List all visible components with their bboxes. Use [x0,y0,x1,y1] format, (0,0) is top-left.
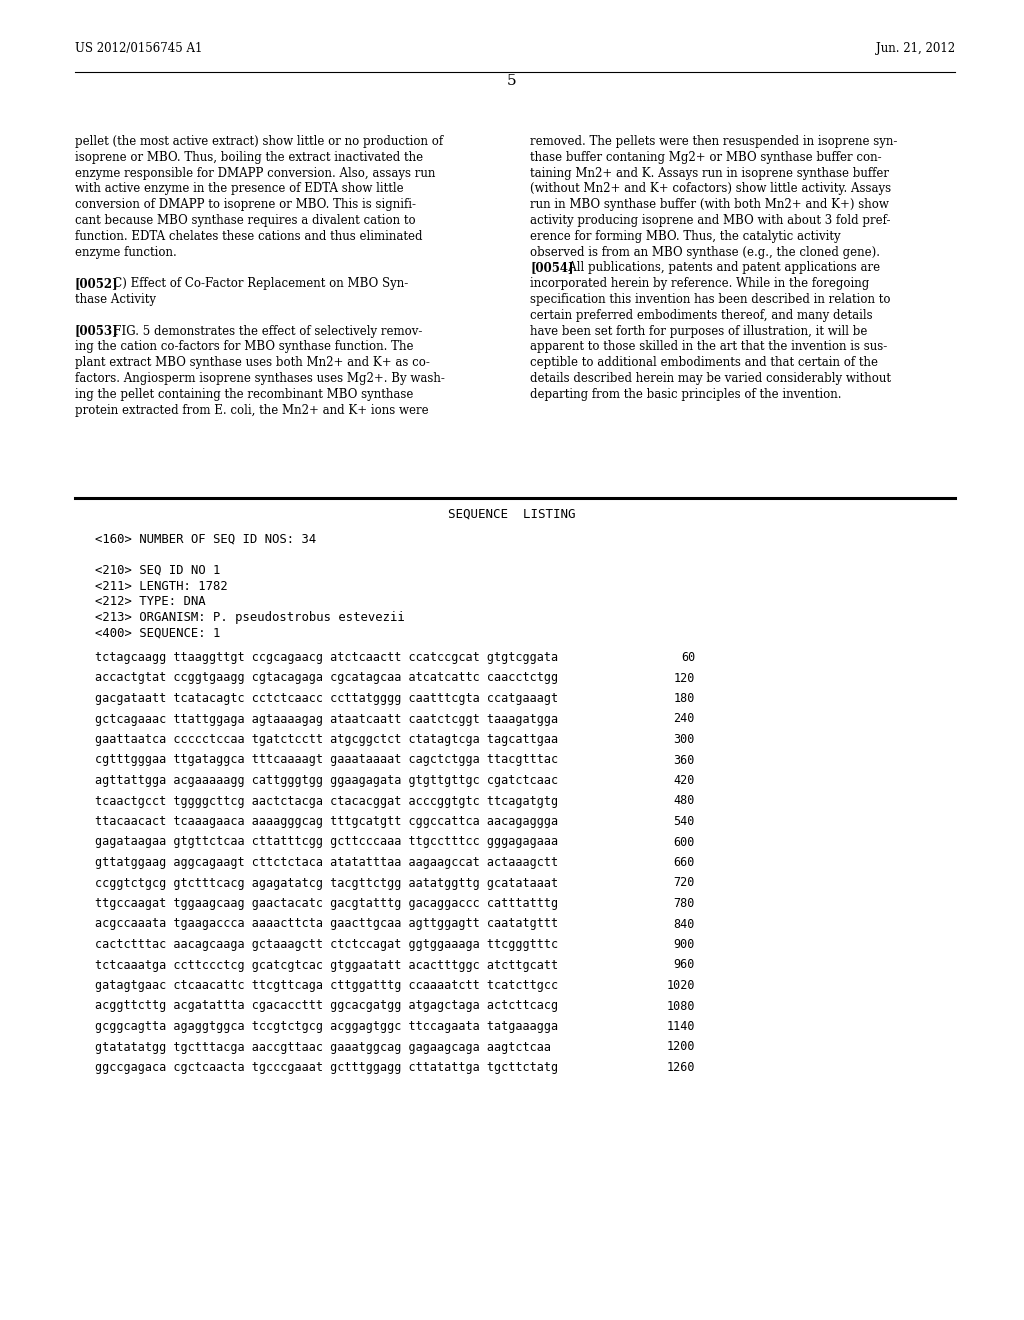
Text: 1020: 1020 [667,979,695,993]
Text: protein extracted from E. coli, the Mn2+ and K+ ions were: protein extracted from E. coli, the Mn2+… [75,404,429,417]
Text: ccggtctgcg gtctttcacg agagatatcg tacgttctgg aatatggttg gcatataaat: ccggtctgcg gtctttcacg agagatatcg tacgttc… [95,876,558,890]
Text: departing from the basic principles of the invention.: departing from the basic principles of t… [530,388,842,401]
Text: plant extract MBO synthase uses both Mn2+ and K+ as co-: plant extract MBO synthase uses both Mn2… [75,356,430,370]
Text: tctagcaagg ttaaggttgt ccgcagaacg atctcaactt ccatccgcat gtgtcggata: tctagcaagg ttaaggttgt ccgcagaacg atctcaa… [95,651,558,664]
Text: specification this invention has been described in relation to: specification this invention has been de… [530,293,891,306]
Text: factors. Angiosperm isoprene synthases uses Mg2+. By wash-: factors. Angiosperm isoprene synthases u… [75,372,444,385]
Text: gcggcagtta agaggtggca tccgtctgcg acggagtggc ttccagaata tatgaaagga: gcggcagtta agaggtggca tccgtctgcg acggagt… [95,1020,558,1034]
Text: 840: 840 [674,917,695,931]
Text: <160> NUMBER OF SEQ ID NOS: 34: <160> NUMBER OF SEQ ID NOS: 34 [95,533,316,546]
Text: agttattgga acgaaaaagg cattgggtgg ggaagagata gtgttgttgc cgatctcaac: agttattgga acgaaaaagg cattgggtgg ggaagag… [95,774,558,787]
Text: cant because MBO synthase requires a divalent cation to: cant because MBO synthase requires a div… [75,214,416,227]
Text: [0053]: [0053] [75,325,119,338]
Text: cactctttac aacagcaaga gctaaagctt ctctccagat ggtggaaaga ttcgggtttc: cactctttac aacagcaaga gctaaagctt ctctcca… [95,939,558,950]
Text: US 2012/0156745 A1: US 2012/0156745 A1 [75,42,203,55]
Text: <210> SEQ ID NO 1: <210> SEQ ID NO 1 [95,564,220,577]
Text: thase Activity: thase Activity [75,293,156,306]
Text: enzyme function.: enzyme function. [75,246,177,259]
Text: <211> LENGTH: 1782: <211> LENGTH: 1782 [95,579,227,593]
Text: ttacaacact tcaaagaaca aaaagggcag tttgcatgtt cggccattca aacagaggga: ttacaacact tcaaagaaca aaaagggcag tttgcat… [95,814,558,828]
Text: observed is from an MBO synthase (e.g., the cloned gene).: observed is from an MBO synthase (e.g., … [530,246,880,259]
Text: 1080: 1080 [667,999,695,1012]
Text: 900: 900 [674,939,695,950]
Text: tcaactgcct tggggcttcg aactctacga ctacacggat acccggtgtc ttcagatgtg: tcaactgcct tggggcttcg aactctacga ctacacg… [95,795,558,808]
Text: erence for forming MBO. Thus, the catalytic activity: erence for forming MBO. Thus, the cataly… [530,230,841,243]
Text: 480: 480 [674,795,695,808]
Text: gagataagaa gtgttctcaa cttatttcgg gcttcccaaa ttgcctttcc gggagagaaa: gagataagaa gtgttctcaa cttatttcgg gcttccc… [95,836,558,849]
Text: Jun. 21, 2012: Jun. 21, 2012 [876,42,955,55]
Text: taining Mn2+ and K. Assays run in isoprene synthase buffer: taining Mn2+ and K. Assays run in isopre… [530,166,889,180]
Text: 420: 420 [674,774,695,787]
Text: acgccaaata tgaagaccca aaaacttcta gaacttgcaa agttggagtt caatatgttt: acgccaaata tgaagaccca aaaacttcta gaacttg… [95,917,558,931]
Text: tctcaaatga ccttccctcg gcatcgtcac gtggaatatt acactttggc atcttgcatt: tctcaaatga ccttccctcg gcatcgtcac gtggaat… [95,958,558,972]
Text: gacgataatt tcatacagtc cctctcaacc ccttatgggg caatttcgta ccatgaaagt: gacgataatt tcatacagtc cctctcaacc ccttatg… [95,692,558,705]
Text: 240: 240 [674,713,695,726]
Text: [0052]: [0052] [75,277,119,290]
Text: function. EDTA chelates these cations and thus eliminated: function. EDTA chelates these cations an… [75,230,423,243]
Text: ing the cation co-factors for MBO synthase function. The: ing the cation co-factors for MBO syntha… [75,341,414,354]
Text: ttgccaagat tggaagcaag gaactacatc gacgtatttg gacaggaccc catttatttg: ttgccaagat tggaagcaag gaactacatc gacgtat… [95,898,558,909]
Text: gtatatatgg tgctttacga aaccgttaac gaaatggcag gagaagcaga aagtctcaa: gtatatatgg tgctttacga aaccgttaac gaaatgg… [95,1040,551,1053]
Text: activity producing isoprene and MBO with about 3 fold pref-: activity producing isoprene and MBO with… [530,214,891,227]
Text: FIG. 5 demonstrates the effect of selectively remov-: FIG. 5 demonstrates the effect of select… [101,325,422,338]
Text: accactgtat ccggtgaagg cgtacagaga cgcatagcaa atcatcattc caacctctgg: accactgtat ccggtgaagg cgtacagaga cgcatag… [95,672,558,685]
Text: ggccgagaca cgctcaacta tgcccgaaat gctttggagg cttatattga tgcttctatg: ggccgagaca cgctcaacta tgcccgaaat gctttgg… [95,1061,558,1074]
Text: <212> TYPE: DNA: <212> TYPE: DNA [95,595,206,609]
Text: incorporated herein by reference. While in the foregoing: incorporated herein by reference. While … [530,277,869,290]
Text: details described herein may be varied considerably without: details described herein may be varied c… [530,372,891,385]
Text: C) Effect of Co-Factor Replacement on MBO Syn-: C) Effect of Co-Factor Replacement on MB… [101,277,408,290]
Text: gatagtgaac ctcaacattc ttcgttcaga cttggatttg ccaaaatctt tcatcttgcc: gatagtgaac ctcaacattc ttcgttcaga cttggat… [95,979,558,993]
Text: gaattaatca ccccctccaa tgatctcctt atgcggctct ctatagtcga tagcattgaa: gaattaatca ccccctccaa tgatctcctt atgcggc… [95,733,558,746]
Text: cgtttgggaa ttgataggca tttcaaaagt gaaataaaat cagctctgga ttacgtttac: cgtttgggaa ttgataggca tttcaaaagt gaaataa… [95,754,558,767]
Text: pellet (the most active extract) show little or no production of: pellet (the most active extract) show li… [75,135,443,148]
Text: 1200: 1200 [667,1040,695,1053]
Text: removed. The pellets were then resuspended in isoprene syn-: removed. The pellets were then resuspend… [530,135,897,148]
Text: 300: 300 [674,733,695,746]
Text: 1260: 1260 [667,1061,695,1074]
Text: certain preferred embodiments thereof, and many details: certain preferred embodiments thereof, a… [530,309,872,322]
Text: (without Mn2+ and K+ cofactors) show little activity. Assays: (without Mn2+ and K+ cofactors) show lit… [530,182,891,195]
Text: acggttcttg acgatattta cgacaccttt ggcacgatgg atgagctaga actcttcacg: acggttcttg acgatattta cgacaccttt ggcacga… [95,999,558,1012]
Text: ceptible to additional embodiments and that certain of the: ceptible to additional embodiments and t… [530,356,878,370]
Text: [0054]: [0054] [530,261,573,275]
Text: 540: 540 [674,814,695,828]
Text: 1140: 1140 [667,1020,695,1034]
Text: <213> ORGANISM: P. pseudostrobus estevezii: <213> ORGANISM: P. pseudostrobus estevez… [95,610,404,623]
Text: ing the pellet containing the recombinant MBO synthase: ing the pellet containing the recombinan… [75,388,414,401]
Text: 960: 960 [674,958,695,972]
Text: 720: 720 [674,876,695,890]
Text: All publications, patents and patent applications are: All publications, patents and patent app… [556,261,880,275]
Text: 120: 120 [674,672,695,685]
Text: conversion of DMAPP to isoprene or MBO. This is signifi-: conversion of DMAPP to isoprene or MBO. … [75,198,416,211]
Text: thase buffer contaning Mg2+ or MBO synthase buffer con-: thase buffer contaning Mg2+ or MBO synth… [530,150,882,164]
Text: SEQUENCE  LISTING: SEQUENCE LISTING [449,508,575,521]
Text: gctcagaaac ttattggaga agtaaaagag ataatcaatt caatctcggt taaagatgga: gctcagaaac ttattggaga agtaaaagag ataatca… [95,713,558,726]
Text: with active enzyme in the presence of EDTA show little: with active enzyme in the presence of ED… [75,182,403,195]
Text: 60: 60 [681,651,695,664]
Text: 5: 5 [507,74,517,88]
Text: have been set forth for purposes of illustration, it will be: have been set forth for purposes of illu… [530,325,867,338]
Text: run in MBO synthase buffer (with both Mn2+ and K+) show: run in MBO synthase buffer (with both Mn… [530,198,889,211]
Text: apparent to those skilled in the art that the invention is sus-: apparent to those skilled in the art tha… [530,341,887,354]
Text: isoprene or MBO. Thus, boiling the extract inactivated the: isoprene or MBO. Thus, boiling the extra… [75,150,423,164]
Text: 660: 660 [674,855,695,869]
Text: <400> SEQUENCE: 1: <400> SEQUENCE: 1 [95,627,220,640]
Text: 780: 780 [674,898,695,909]
Text: gttatggaag aggcagaagt cttctctaca atatatttaa aagaagccat actaaagctt: gttatggaag aggcagaagt cttctctaca atatatt… [95,855,558,869]
Text: 600: 600 [674,836,695,849]
Text: 180: 180 [674,692,695,705]
Text: enzyme responsible for DMAPP conversion. Also, assays run: enzyme responsible for DMAPP conversion.… [75,166,435,180]
Text: 360: 360 [674,754,695,767]
